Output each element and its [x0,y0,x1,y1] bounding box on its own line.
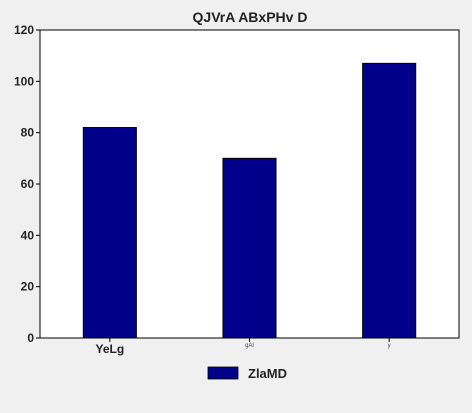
bars [82,62,417,339]
y-tick-label: 40 [21,228,35,242]
x-tick-label: YeLg [95,342,124,356]
y-tick-label: 0 [27,331,34,345]
x-tick-label: y [388,343,391,349]
x-tick-label: gAl [245,343,254,349]
legend-label: ZlaMD [248,366,287,381]
y-tick-label: 120 [14,23,34,37]
bar [82,127,137,339]
y-tick-label: 100 [14,74,34,88]
bar [222,157,277,339]
x-axis: YeLg gAl y [95,338,391,356]
chart-title: QJVrA ABxPHv D [193,9,308,25]
legend-swatch [207,366,239,380]
legend: ZlaMD [207,366,287,381]
bar [362,62,417,339]
y-axis: 0 20 40 60 80 100 120 [14,23,40,345]
y-tick-label: 60 [21,177,35,191]
y-tick-label: 80 [21,126,35,140]
y-tick-label: 20 [21,280,35,294]
